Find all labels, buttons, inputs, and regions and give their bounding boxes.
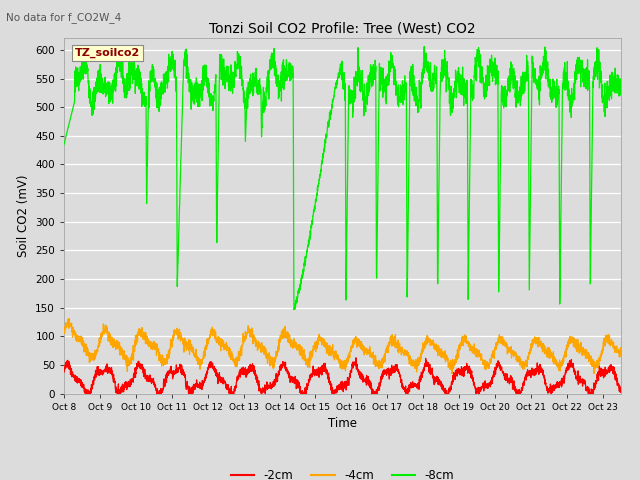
X-axis label: Time: Time xyxy=(328,417,357,430)
Legend: -2cm, -4cm, -8cm: -2cm, -4cm, -8cm xyxy=(226,465,459,480)
Title: Tonzi Soil CO2 Profile: Tree (West) CO2: Tonzi Soil CO2 Profile: Tree (West) CO2 xyxy=(209,22,476,36)
Text: No data for f_CO2W_4: No data for f_CO2W_4 xyxy=(6,12,122,23)
Text: TZ_soilco2: TZ_soilco2 xyxy=(75,48,140,59)
Y-axis label: Soil CO2 (mV): Soil CO2 (mV) xyxy=(17,175,29,257)
